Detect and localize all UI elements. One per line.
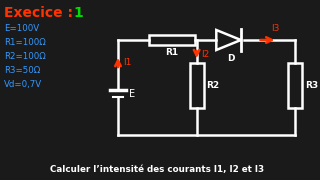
Text: R3: R3 bbox=[305, 81, 318, 90]
Text: R2: R2 bbox=[206, 81, 220, 90]
Text: R3=50Ω: R3=50Ω bbox=[4, 66, 40, 75]
Polygon shape bbox=[216, 30, 241, 50]
Text: 1: 1 bbox=[74, 6, 84, 20]
Text: R1=100Ω: R1=100Ω bbox=[4, 38, 46, 47]
Text: E=100V: E=100V bbox=[4, 24, 39, 33]
Text: I1: I1 bbox=[123, 58, 131, 67]
Text: Execice :: Execice : bbox=[4, 6, 78, 20]
Text: I3: I3 bbox=[271, 24, 279, 33]
Text: R2=100Ω: R2=100Ω bbox=[4, 52, 46, 61]
Bar bbox=[149, 35, 195, 45]
Text: R1: R1 bbox=[165, 48, 179, 57]
Text: Calculer l’intensité des courants I1, I2 et I3: Calculer l’intensité des courants I1, I2… bbox=[50, 165, 264, 174]
Text: Vd=0,7V: Vd=0,7V bbox=[4, 80, 42, 89]
Bar bbox=[190, 63, 204, 108]
Text: I2: I2 bbox=[202, 50, 210, 59]
Text: D: D bbox=[227, 54, 235, 63]
Text: E: E bbox=[129, 89, 135, 99]
Bar bbox=[288, 63, 302, 108]
